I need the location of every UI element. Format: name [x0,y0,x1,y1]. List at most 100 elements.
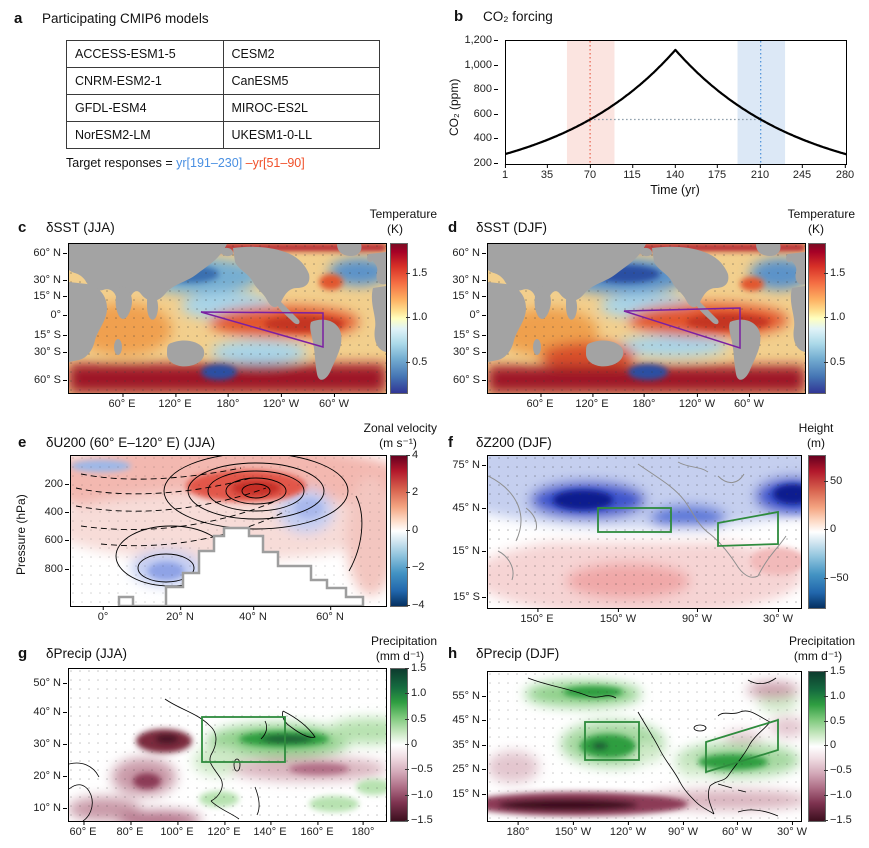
precip-jja-map [68,668,387,822]
x-tick: 60° E [69,821,97,838]
panel-label-b: b [454,8,464,25]
coastlines [488,461,787,581]
y-tick: 25° N [434,763,486,775]
x-tick: 280 [835,164,855,181]
panel-b-title: CO₂ forcing [483,9,553,24]
topography-outline [117,526,365,606]
y-tick: 15° N [434,290,486,302]
x-tick: 120° W [609,821,647,838]
table-row: GFDL-ESM4 MIROC-ES2L [66,94,380,122]
x-tick: 35 [540,164,554,181]
model-cell: CESM2 [222,40,380,68]
x-tick: 150° W [554,821,592,838]
y-tick: 30° S [434,346,486,358]
precip-djf-map-art [488,672,801,821]
x-tick: 180° [351,821,375,838]
panel-label-e: e [18,434,27,451]
y-tick: 15° N [434,788,486,800]
colorbar-tick: 1.0 [823,311,846,323]
panel-label-c: c [18,219,27,236]
analysis-box [201,716,286,763]
y-tick: 35° N [434,739,486,751]
y-tick: 800 [446,83,498,95]
analysis-boxes [584,718,779,774]
colorbar-tick: 1.5 [823,665,846,677]
y-tick: 15° S [434,591,486,603]
x-tick: 120° E [158,393,192,410]
colorbar-units: (m s⁻¹) [379,436,417,450]
x-tick: 0° [97,606,109,623]
pacific-region-outline [623,307,741,350]
x-tick: 180° [632,393,656,410]
x-tick: 175 [707,164,727,181]
y-tick: 75° N [434,459,486,471]
y-tick: 30° S [15,346,67,358]
y-tick: 0° [15,309,67,321]
x-tick: 120° W [678,393,716,410]
colorbar-tick: −1.0 [824,789,852,801]
x-tick: 90° W [667,821,699,838]
y-tick: 60° S [434,374,486,386]
colorbar-tick: 2 [405,486,419,498]
sst-jja-map-art [69,244,386,393]
sst-jja-map [68,243,387,394]
x-tick: 60° W [721,821,753,838]
colorbar-tick: 1.0 [404,687,427,699]
colorbar-tick: 1.0 [823,690,846,702]
precipitation-colorbar [808,671,826,822]
colorbar-units: (K) [387,222,403,236]
colorbar-tick: 0.5 [823,356,846,368]
colorbar-title: Temperature [787,207,855,221]
y-tick: 200 [446,157,498,169]
y-tick: 1,200 [446,34,498,46]
model-cell: UKESM1-0-LL [222,121,380,149]
colorbar-tick: −1.0 [405,789,433,801]
y-tick: 15° N [15,290,67,302]
coastlines [527,677,779,817]
colorbar-tick: 0 [405,524,419,536]
colorbar-tick: −0.5 [405,763,433,775]
y-tick: 30° N [434,274,486,286]
x-tick: 20° N [166,606,194,623]
y-tick: 45° N [434,714,486,726]
x-tick: 150° E [520,608,554,625]
panel-g-title: δPrecip (JJA) [46,646,128,661]
precip-djf-map [487,671,802,822]
x-tick: 60° E [526,393,554,410]
x-tick: 120° E [207,821,241,838]
cmip6-models-table: ACCESS-ESM1-5 CESM2 CNRM-ESM2-1 CanESM5 … [66,40,380,149]
x-tick: 70 [583,164,597,181]
precipitation-colorbar [390,668,408,822]
x-tick: 1 [501,164,509,181]
model-cell: ACCESS-ESM1-5 [66,40,224,68]
colorbar-tick: −1.5 [405,814,433,826]
precip-jja-map-art [69,669,386,821]
colorbar-tick: 50 [823,475,843,487]
model-cell: GFDL-ESM4 [66,94,224,122]
x-tick: 120° W [262,393,300,410]
x-tick: 30° W [776,821,808,838]
y-tick: 400 [446,132,498,144]
y-tick: 15° S [434,329,486,341]
pacific-region-outline [200,311,324,348]
model-cell: NorESM2-LM [66,121,224,149]
y-tick: 50° N [15,677,67,689]
panel-label-h: h [448,645,458,662]
height-colorbar [808,455,826,609]
panel-label-g: g [18,645,28,662]
target-responses-caption: Target responses = yr[191–230] –yr[51–90… [66,156,305,170]
colorbar-tick: −50 [824,572,849,584]
colorbar-units: (m) [807,436,825,450]
panel-d-title: δSST (DJF) [476,220,548,235]
colorbar-tick: 0 [823,523,837,535]
colorbar-tick: 1.5 [823,267,846,279]
analysis-boxes [597,507,779,547]
y-tick: 60° N [434,247,486,259]
panel-e-title: δU200 (60° E–120° E) (JJA) [46,435,216,450]
y-tick: 800 [17,563,69,575]
colorbar-tick: 1.5 [405,267,428,279]
x-tick: 60° W [318,393,350,410]
colorbar-tick: −1.5 [824,814,852,826]
x-tick: 115 [623,164,641,181]
colorbar-tick: 0.5 [404,713,427,725]
